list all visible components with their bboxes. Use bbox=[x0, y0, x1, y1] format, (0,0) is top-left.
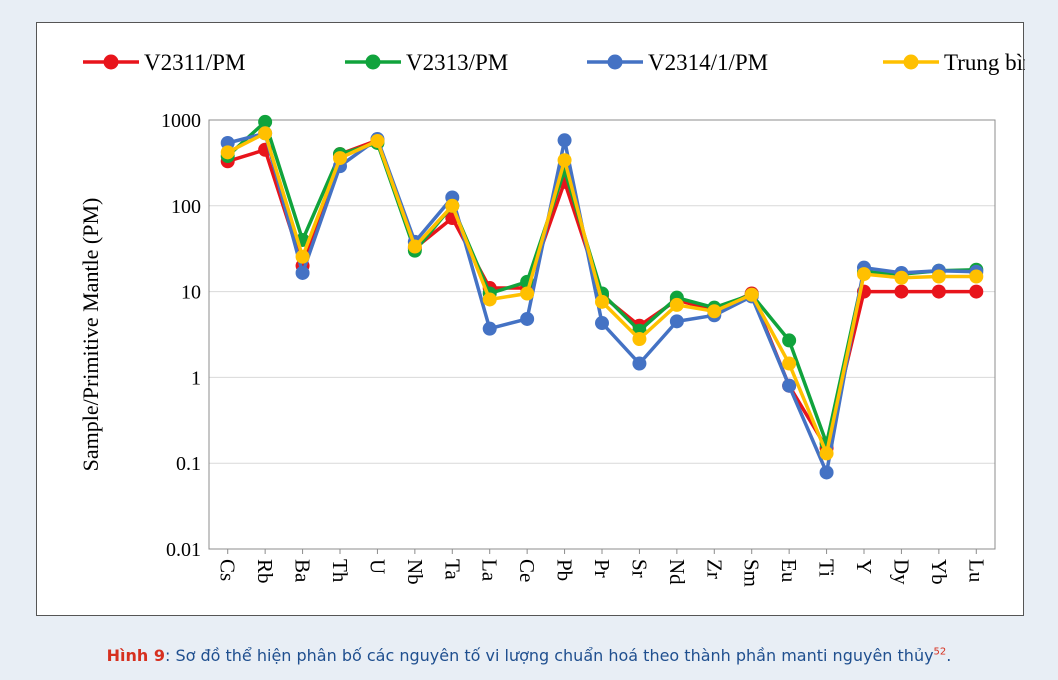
x-tick-label: U bbox=[365, 559, 389, 574]
legend-item: Trung bình/PM bbox=[883, 50, 1025, 75]
caption-label: Hình 9 bbox=[106, 646, 165, 665]
data-point bbox=[632, 332, 647, 347]
data-point bbox=[931, 284, 946, 299]
figure-caption: Hình 9: Sơ đồ thể hiện phân bố các nguyê… bbox=[0, 646, 1058, 665]
series-4 bbox=[220, 126, 984, 461]
figure-frame: 0.01 0.1 1 10 100 1000 Cs Rb Ba Th U Nb Ta La Ce Pb Pr S… bbox=[36, 22, 1025, 616]
data-point bbox=[482, 321, 497, 336]
data-point bbox=[370, 133, 385, 148]
x-tick-label: Pr bbox=[590, 559, 614, 578]
legend-swatch-marker bbox=[607, 54, 623, 70]
data-point bbox=[782, 378, 797, 393]
data-point bbox=[669, 297, 684, 312]
legend-swatch-marker bbox=[365, 54, 381, 70]
legend-label: V2313/PM bbox=[406, 50, 508, 75]
x-tick-label: Ba bbox=[291, 559, 315, 583]
x-tick-label: Sm bbox=[740, 559, 764, 587]
x-tick-label: Y bbox=[852, 559, 876, 574]
y-tick-labels: 0.01 0.1 1 10 100 1000 bbox=[161, 110, 201, 561]
y-tick-label: 0.01 bbox=[166, 539, 201, 561]
data-point bbox=[632, 356, 647, 371]
x-tick-label: Sr bbox=[627, 559, 651, 578]
y-tick-label: 1 bbox=[191, 367, 201, 389]
legend-label: V2314/1/PM bbox=[648, 50, 768, 75]
data-point bbox=[819, 465, 834, 480]
data-point bbox=[482, 292, 497, 307]
data-point bbox=[258, 126, 273, 141]
caption-reference: 52 bbox=[933, 646, 947, 658]
data-point bbox=[295, 249, 310, 264]
legend-swatch-marker bbox=[103, 54, 119, 70]
x-tick-label: Rb bbox=[253, 559, 277, 584]
legend-label: Trung bình/PM bbox=[944, 50, 1025, 75]
data-point bbox=[894, 270, 909, 285]
data-point bbox=[707, 304, 722, 319]
legend-item: V2311/PM bbox=[83, 50, 245, 75]
x-tick-label: Cs bbox=[216, 559, 240, 581]
caption-text: : Sơ đồ thể hiện phân bố các nguyên tố v… bbox=[164, 646, 934, 665]
data-point bbox=[857, 267, 871, 282]
y-tick-label: 10 bbox=[181, 282, 201, 304]
y-axis-label: Sample/Primitive Mantle (PM) bbox=[78, 198, 103, 472]
data-point bbox=[931, 269, 946, 284]
series-layer bbox=[220, 114, 984, 480]
y-tick-label: 100 bbox=[171, 196, 201, 218]
data-point bbox=[520, 311, 535, 326]
data-point bbox=[295, 265, 310, 280]
x-tick-label: Pb bbox=[553, 559, 577, 581]
data-point bbox=[744, 287, 759, 302]
legend-item: V2313/PM bbox=[345, 50, 508, 75]
data-point bbox=[520, 286, 535, 301]
x-tick-label: Ta bbox=[440, 559, 464, 580]
x-tick-label: Ti bbox=[815, 559, 839, 577]
legend-label: V2311/PM bbox=[144, 50, 245, 75]
data-point bbox=[782, 333, 797, 348]
y-tick-label: 0.1 bbox=[176, 453, 201, 475]
data-point bbox=[969, 284, 984, 299]
data-point bbox=[407, 239, 422, 254]
x-tick-labels: Cs Rb Ba Th U Nb Ta La Ce Pb Pr Sr Nd Zr Sm Eu Ti Y Dy Yb Lu bbox=[216, 549, 988, 587]
data-point bbox=[220, 145, 235, 160]
x-tick-label: Eu bbox=[777, 559, 801, 583]
data-point bbox=[782, 356, 797, 371]
x-tick-label: La bbox=[478, 559, 502, 582]
data-point bbox=[557, 133, 572, 148]
x-tick-label: Nd bbox=[665, 559, 689, 585]
x-tick-label: Th bbox=[328, 559, 352, 583]
data-point bbox=[669, 314, 684, 329]
chart: 0.01 0.1 1 10 100 1000 Cs Rb Ba Th U Nb Ta La Ce Pb Pr S… bbox=[78, 50, 1025, 587]
data-point bbox=[595, 316, 609, 331]
data-point bbox=[333, 151, 347, 166]
y-tick-label: 1000 bbox=[161, 110, 201, 132]
x-tick-label: Dy bbox=[889, 559, 913, 585]
data-point bbox=[258, 114, 273, 129]
x-tick-label: Ce bbox=[515, 559, 539, 582]
data-point bbox=[445, 198, 460, 213]
legend-item: V2314/1/PM bbox=[587, 50, 768, 75]
legend: V2311/PM V2313/PM V2314/1/PM Trung bình/PM bbox=[83, 50, 1025, 75]
legend-swatch-marker bbox=[903, 54, 919, 70]
x-tick-label: Zr bbox=[702, 559, 726, 579]
data-point bbox=[894, 284, 909, 299]
x-tick-label: Yb bbox=[927, 559, 951, 585]
data-point bbox=[557, 153, 572, 168]
data-point bbox=[969, 269, 984, 284]
data-point bbox=[819, 446, 834, 461]
data-point bbox=[595, 294, 609, 309]
x-tick-label: Lu bbox=[964, 559, 988, 583]
caption-end: . bbox=[946, 646, 952, 665]
x-tick-label: Nb bbox=[403, 559, 427, 585]
